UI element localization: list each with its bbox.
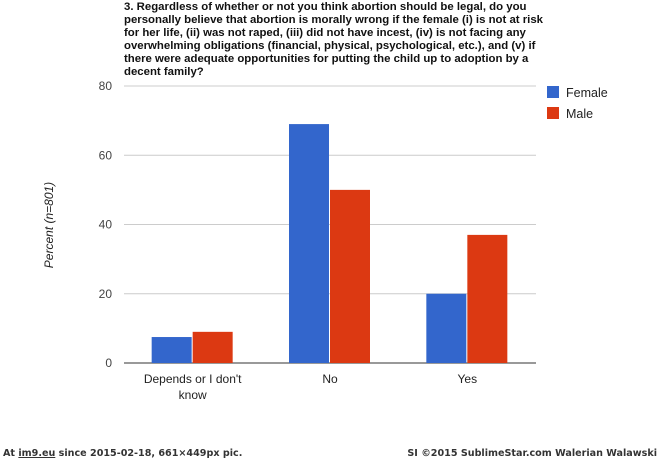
y-tick-label-40: 40 [99,218,113,232]
footer: At im9.eu since 2015-02-18, 661×449px pi… [0,446,661,461]
legend-label-male: Male [566,107,593,121]
legend-swatch-female [547,86,559,98]
legend-label-female: Female [566,86,608,100]
y-tick-label-80: 80 [99,79,113,93]
bar-chart: 0 20 40 60 80 Depends or I don't know No Yes Fe… [42,79,608,402]
x-tick-label-0-1: know [179,388,207,402]
chart-title: 3. Regardless of whether or not you thin… [124,1,544,79]
y-tick-labels: 0 20 40 60 80 [99,79,113,370]
legend-swatch-male [547,107,559,119]
legend: Female Male [547,86,608,121]
x-tick-label-1-0: No [322,372,338,386]
footer-copyright: SI ©2015 SublimeStar.com Walerian Walaws… [407,448,657,459]
bar-male-1 [330,189,370,363]
x-tick-label-2-0: Yes [458,372,478,386]
bar-male-2 [467,234,508,363]
footer-site-link[interactable]: im9.eu [18,448,56,459]
y-tick-label-20: 20 [99,287,113,301]
y-axis-label: Percent (n=801) [42,182,56,268]
y-tick-label-0: 0 [105,356,112,370]
bar-female-1 [289,124,329,364]
bar-male-0 [192,331,233,363]
x-tick-label-0-0: Depends or I don't [144,372,242,386]
bars [151,124,508,364]
footer-credit: At im9.eu since 2015-02-18, 661×449px pi… [3,448,243,459]
bar-female-0 [151,337,192,363]
y-tick-label-60: 60 [99,148,113,162]
bar-female-2 [426,293,467,363]
x-tick-labels: Depends or I don't know No Yes [144,372,477,402]
